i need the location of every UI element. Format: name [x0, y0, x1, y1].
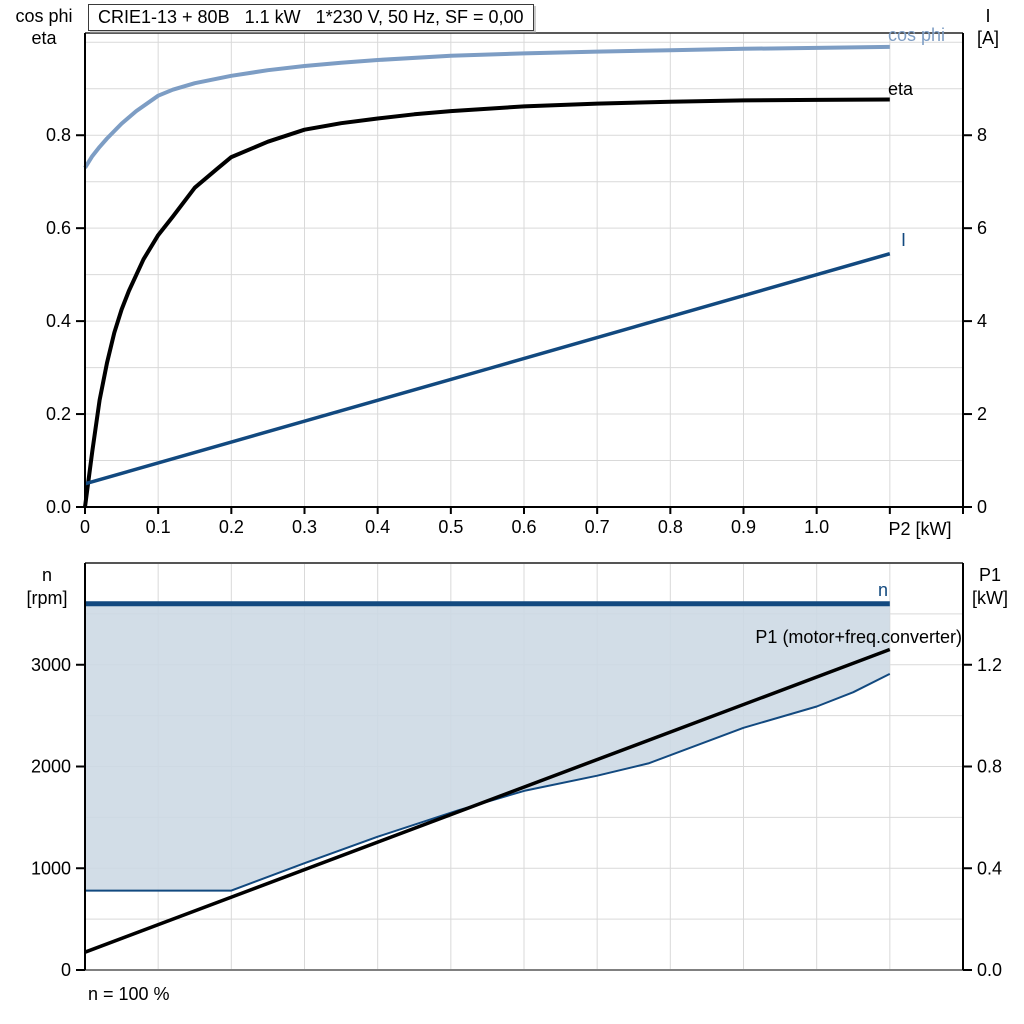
- p1-curve-label: P1 (motor+freq.converter): [755, 627, 962, 647]
- x-tick-label: 0.7: [585, 517, 610, 537]
- left-tick-label: 0.2: [46, 404, 71, 424]
- right-tick-label: 2: [977, 404, 987, 424]
- speed-range-area: [85, 603, 890, 891]
- chart-0: 0 0.1 0.2 0.3 0.4 0.5 0.6 0.7 0.8 0.9 1.0 0.0 0.2 0.4…: [46, 32, 987, 537]
- x-tick-label: 0.4: [365, 517, 390, 537]
- left-tick-label: 3000: [31, 655, 71, 675]
- x-tick-label: 0.9: [731, 517, 756, 537]
- right-tick-label: 1.2: [977, 655, 1002, 675]
- right-tick-label: 4: [977, 311, 987, 331]
- bottom-right-axis-title-line1: P1: [978, 565, 1002, 585]
- bottom-left-axis-title-line2: [rpm]: [26, 588, 68, 608]
- x-tick-label: 0.8: [658, 517, 683, 537]
- left-tick-label: 0.0: [46, 497, 71, 517]
- x-tick-label: 0.6: [511, 517, 536, 537]
- right-tick-label: 0: [977, 497, 987, 517]
- left-tick-label: 0.6: [46, 218, 71, 238]
- bottom-left-axis-title-line1: n: [41, 565, 52, 585]
- x-tick-label: 1.0: [804, 517, 829, 537]
- n-min-curve: [85, 673, 891, 892]
- i-curve: [84, 252, 891, 486]
- p1-motor-freq-converter-curve: [84, 647, 891, 954]
- cos-phi-curve: [83, 44, 890, 169]
- eta-curve: [83, 97, 890, 508]
- top-right-axis-title-line2: [A]: [976, 28, 999, 48]
- chart-1: 0 1000 2000 3000 0.0 0.4 0.8 1.2: [31, 562, 1002, 980]
- top-left-axis-title-line2: eta: [31, 28, 57, 48]
- left-tick-label: 0.4: [46, 311, 71, 331]
- bottom-right-axis-title-line2: [kW]: [972, 588, 1008, 608]
- right-tick-label: 0.0: [977, 960, 1002, 980]
- right-tick-label: 0.4: [977, 858, 1002, 878]
- x-tick-label: 0: [80, 517, 90, 537]
- speed-footnote: n = 100 %: [88, 984, 170, 1004]
- top-right-axis-title-line1: I: [985, 6, 991, 26]
- eta-curve-label: eta: [888, 79, 914, 99]
- left-tick-label: 0.8: [46, 125, 71, 145]
- right-tick-label: 0.8: [977, 757, 1002, 777]
- speed-curve-label: n: [878, 580, 889, 600]
- chart-title: CRIE1-13 + 80B 1.1 kW 1*230 V, 50 Hz, SF…: [88, 4, 534, 31]
- x-tick-label: 0.5: [438, 517, 463, 537]
- right-tick-label: 8: [977, 125, 987, 145]
- x-tick-label: 0.1: [146, 517, 171, 537]
- left-tick-label: 2000: [31, 757, 71, 777]
- x-tick-label: 0.2: [219, 517, 244, 537]
- left-tick-label: 0: [61, 960, 71, 980]
- cos-phi-curve-label: cos phi: [887, 25, 945, 45]
- right-tick-label: 6: [977, 218, 987, 238]
- x-tick-label: 0.3: [292, 517, 317, 537]
- left-tick-label: 1000: [31, 858, 71, 878]
- x-axis-title: P2 [kW]: [888, 519, 952, 539]
- top-left-axis-title-line1: cos phi: [15, 6, 73, 26]
- current-curve-label: I: [901, 230, 907, 250]
